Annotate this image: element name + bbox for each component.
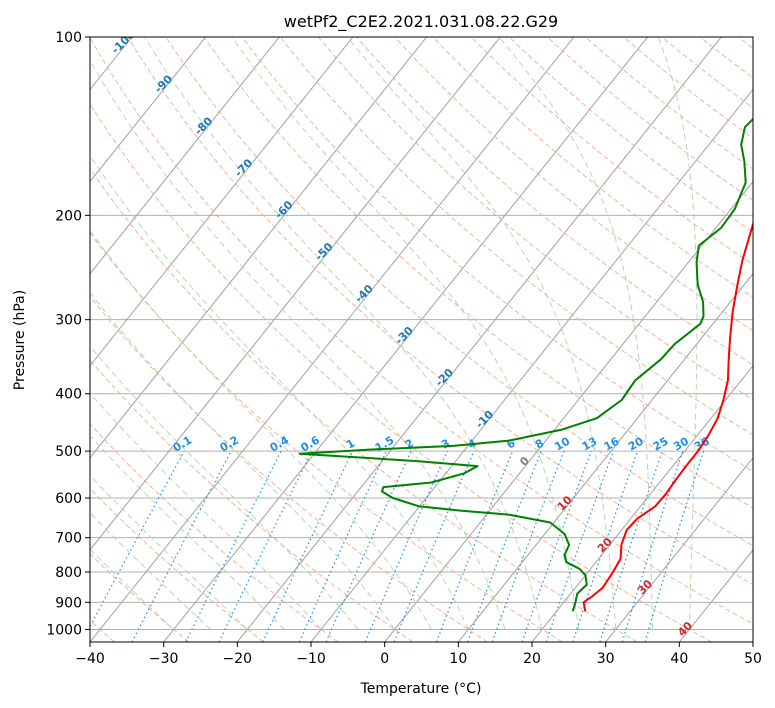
dry-adiabat xyxy=(90,359,414,642)
temperature-profile-line xyxy=(582,220,753,612)
moist-adiabat xyxy=(90,229,432,630)
x-axis-label: Temperature (°C) xyxy=(360,681,482,697)
moist-adiabat xyxy=(498,37,653,630)
dewpoint-profile-line xyxy=(298,117,753,612)
isotherm-line xyxy=(90,37,501,551)
background-lines xyxy=(0,37,753,642)
y-tick-label: 200 xyxy=(55,208,82,224)
moist-adiabat xyxy=(144,37,543,630)
isotherm-line xyxy=(0,37,58,642)
moist-adiabat xyxy=(90,154,469,630)
moist-adiabat xyxy=(346,37,617,630)
y-tick-label: 800 xyxy=(55,565,82,581)
isotherm-line xyxy=(531,364,753,642)
moist-adiabat xyxy=(90,512,211,630)
y-axis-ticks: 100 200 300 400 500 600 700 800 900 1000 xyxy=(46,30,90,638)
profile-series xyxy=(298,117,753,612)
x-tick-label: −40 xyxy=(75,651,105,667)
isotherm-line xyxy=(236,37,722,642)
mixing-ratio-line xyxy=(435,450,514,642)
x-tick-label: −10 xyxy=(296,651,326,667)
dry-adiabat xyxy=(90,423,339,642)
x-tick-label: 0 xyxy=(380,651,389,667)
plot-frame xyxy=(89,36,754,643)
mixing-ratio-line xyxy=(218,450,313,642)
plot-background xyxy=(90,37,753,642)
dry-adiabat xyxy=(90,295,488,642)
dry-adiabat xyxy=(90,103,712,642)
isotherm-line xyxy=(457,272,753,642)
x-tick-label: 30 xyxy=(597,651,615,667)
isotherm-line xyxy=(310,88,753,642)
moist-adiabat xyxy=(90,292,396,630)
y-tick-label: 700 xyxy=(55,531,82,547)
isotherm-line xyxy=(605,457,753,642)
mixing-ratio-line xyxy=(644,450,705,642)
isotherm-line xyxy=(90,37,280,275)
isotherm-line xyxy=(90,37,354,367)
isotherm-line xyxy=(752,641,753,642)
dry-adiabat xyxy=(279,37,753,436)
y-tick-label: 600 xyxy=(55,491,82,507)
x-tick-label: 40 xyxy=(670,651,688,667)
dry-adiabat xyxy=(90,553,190,642)
dry-adiabat xyxy=(90,167,638,642)
y-tick-label: 1000 xyxy=(46,622,82,638)
mixing-ratio-line xyxy=(466,450,542,642)
isotherm-line xyxy=(163,37,649,642)
mixing-ratio-line xyxy=(572,450,639,642)
dry-adiabat xyxy=(203,37,753,509)
dry-adiabat xyxy=(241,37,753,472)
isotherm-line xyxy=(90,37,575,642)
moist-adiabat xyxy=(231,37,580,630)
mixing-ratio-line xyxy=(599,450,663,642)
y-tick-label: 500 xyxy=(55,444,82,460)
moist-adiabat xyxy=(90,59,506,630)
dry-adiabat xyxy=(90,487,264,642)
isotherm-line xyxy=(90,37,207,183)
y-tick-label: 900 xyxy=(55,595,82,611)
y-axis-label: Pressure (hPa) xyxy=(12,290,28,390)
moist-adiabat xyxy=(657,37,698,630)
x-tick-label: 10 xyxy=(449,651,467,667)
x-tick-label: 50 xyxy=(744,651,762,667)
y-tick-label: 300 xyxy=(55,313,82,329)
isotherm-line xyxy=(384,180,753,642)
moist-adiabat xyxy=(90,548,175,630)
dry-adiabat xyxy=(356,37,753,366)
dry-adiabat xyxy=(394,37,753,332)
x-tick-label: −20 xyxy=(223,651,253,667)
y-tick-label: 100 xyxy=(55,30,82,46)
mixing-ratio-line xyxy=(262,450,354,642)
x-axis-ticks: −40 −30 −20 −10 0 10 20 30 40 50 xyxy=(75,642,762,667)
mixing-ratio-line xyxy=(90,450,185,628)
chart-title: wetPf2_C2E2.2021.031.08.22.G29 xyxy=(284,12,558,32)
mixing-ratio-line xyxy=(298,450,387,642)
dry-adiabat xyxy=(90,37,753,625)
moist-adiabat xyxy=(90,345,359,630)
x-tick-label: 20 xyxy=(523,651,541,667)
isotherm-line xyxy=(90,37,428,459)
dry-adiabat xyxy=(432,37,753,298)
dry-adiabat xyxy=(165,37,753,547)
y-tick-label: 400 xyxy=(55,387,82,403)
mixing-ratio-line xyxy=(621,450,684,642)
x-tick-label: −30 xyxy=(149,651,179,667)
